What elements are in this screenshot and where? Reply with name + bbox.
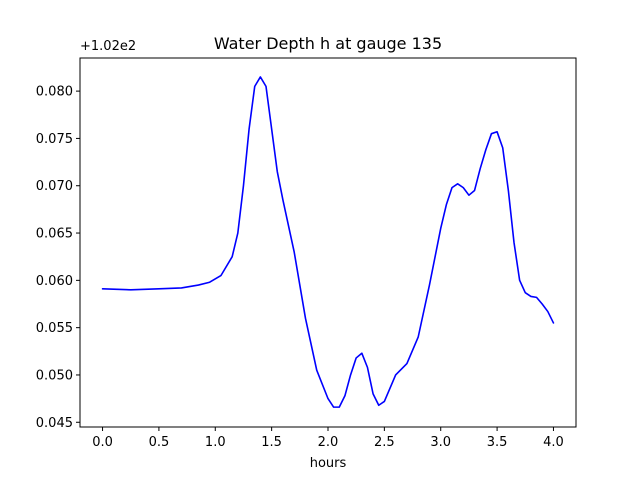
x-tick-label: 3.0	[430, 435, 451, 450]
y-tick-label: 0.075	[36, 132, 73, 147]
x-tick-label: 2.5	[374, 435, 395, 450]
plot-frame	[79, 57, 577, 428]
y-tick-label: 0.050	[36, 368, 73, 383]
y-axis: 0.045 0.050 0.055 0.060 0.065 0.070 0.075 0.080	[36, 85, 80, 431]
y-tick-label: 0.045	[36, 416, 73, 431]
x-axis-label: hours	[310, 456, 347, 471]
plot-area	[80, 58, 576, 427]
y-tick-label: 0.070	[36, 179, 73, 194]
y-tick-label: 0.060	[36, 274, 73, 289]
y-tick-label: 0.055	[36, 321, 73, 336]
x-tick-label: 1.5	[261, 435, 282, 450]
y-tick-label: 0.065	[36, 227, 73, 242]
x-tick-label: 2.0	[318, 435, 339, 450]
x-tick-label: 0.0	[92, 435, 113, 450]
x-tick-label: 3.5	[487, 435, 508, 450]
x-tick-label: 0.5	[149, 435, 170, 450]
x-tick-label: 1.0	[205, 435, 226, 450]
x-tick-label: 4.0	[543, 435, 564, 450]
x-axis: 0.0 0.5 1.0 1.5 2.0 2.5 3.0 3.5 4.0	[92, 427, 564, 450]
series-layer	[101, 76, 555, 408]
y-tick-label: 0.080	[36, 85, 73, 100]
series-line-0	[101, 76, 555, 408]
chart-title: Water Depth h at gauge 135	[214, 34, 442, 53]
y-offset-text: +1.02e2	[80, 39, 136, 54]
